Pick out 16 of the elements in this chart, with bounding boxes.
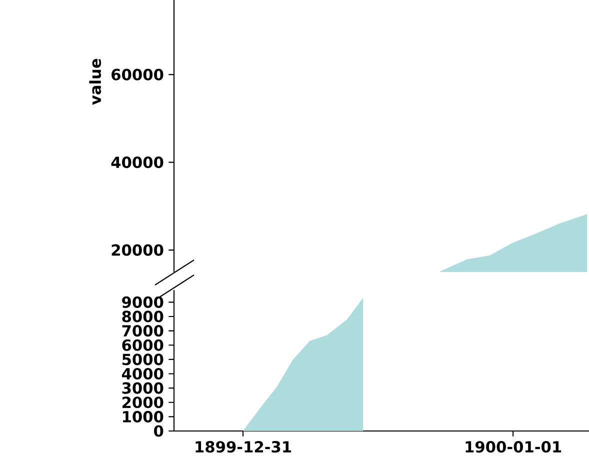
y-tick-label: 9000 (122, 296, 164, 308)
y-tick-label: 2000 (122, 396, 164, 408)
y-tick-label: 0 (154, 425, 164, 437)
y-axis-title: value (89, 58, 102, 105)
x-tick-label: 1899-12-31 (196, 441, 292, 453)
y-tick-label: 1000 (123, 410, 164, 422)
y-tick-label: 6000 (122, 339, 164, 351)
y-tick-label: 3000 (122, 382, 164, 394)
y-tick-label: 40000 (111, 156, 164, 168)
y-tick-label: 20000 (112, 244, 164, 256)
y-tick-label: 8000 (122, 310, 164, 322)
x-tick-label: 1900-01-01 (466, 441, 562, 453)
y-tick-label: 4000 (122, 368, 164, 380)
y-tick-label: 7000 (122, 325, 164, 337)
y-tick-label: 5000 (122, 354, 164, 366)
y-tick-label: 60000 (112, 68, 164, 80)
